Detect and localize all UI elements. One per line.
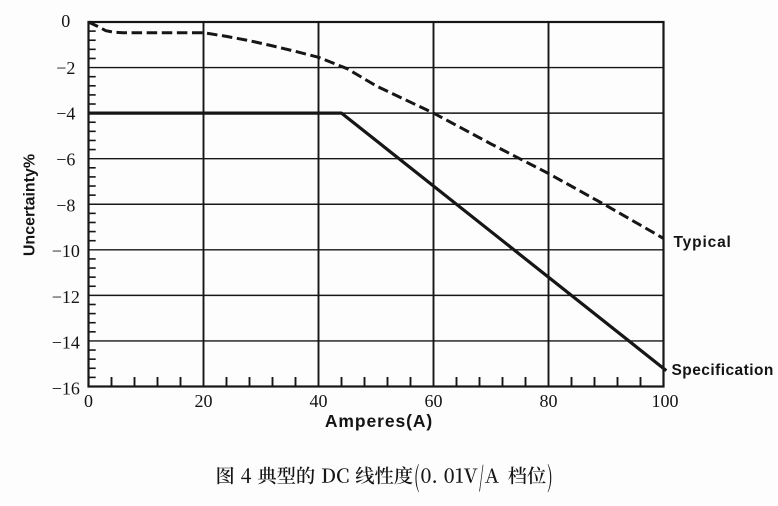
svg-text:Amperes(A): Amperes(A) (325, 411, 433, 431)
svg-text:0: 0 (84, 391, 93, 411)
svg-text:−4: −4 (56, 104, 75, 124)
svg-text:−8: −8 (56, 195, 75, 215)
svg-text:100: 100 (652, 391, 679, 411)
svg-text:40: 40 (310, 391, 328, 411)
svg-text:−16: −16 (52, 379, 80, 399)
svg-text:−14: −14 (52, 333, 80, 353)
svg-text:−10: −10 (52, 241, 80, 261)
svg-text:20: 20 (195, 391, 213, 411)
svg-text:60: 60 (425, 391, 443, 411)
svg-text:Specification: Specification (672, 362, 774, 379)
svg-text:−2: −2 (56, 58, 75, 78)
svg-text:−12: −12 (52, 287, 80, 307)
svg-text:Uncertainty%: Uncertainty% (21, 154, 38, 256)
svg-text:−6: −6 (56, 149, 75, 169)
svg-text:0: 0 (61, 11, 70, 31)
svg-text:80: 80 (540, 391, 558, 411)
svg-text:Typical: Typical (674, 234, 732, 251)
